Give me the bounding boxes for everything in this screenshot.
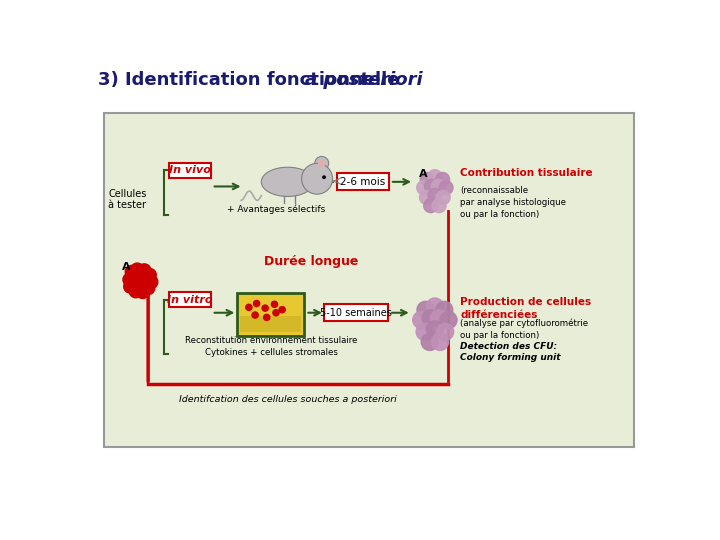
Text: A: A [419, 169, 428, 179]
Ellipse shape [261, 167, 314, 197]
Circle shape [137, 281, 150, 294]
Circle shape [431, 334, 449, 350]
Text: Detection des CFU:: Detection des CFU: [461, 342, 557, 351]
Circle shape [252, 312, 258, 318]
Circle shape [436, 301, 453, 318]
Circle shape [125, 265, 138, 279]
Circle shape [436, 191, 450, 204]
Circle shape [134, 274, 147, 287]
Text: In vitro: In vitro [167, 295, 212, 305]
FancyBboxPatch shape [337, 173, 389, 190]
Text: Reconstitution environnement tissulaire
Cytokines + cellules stromales: Reconstitution environnement tissulaire … [185, 336, 358, 357]
Text: + Avantages sélectifs: + Avantages sélectifs [227, 205, 325, 214]
Circle shape [271, 301, 277, 307]
Text: In vivo: In vivo [169, 165, 211, 176]
Circle shape [421, 334, 438, 350]
Circle shape [431, 310, 448, 327]
Text: Colony forming unit: Colony forming unit [461, 353, 561, 362]
Circle shape [426, 321, 444, 338]
Text: (reconnaissable
par analyse histologique
ou par la fonction): (reconnaissable par analyse histologique… [461, 186, 567, 219]
Circle shape [431, 179, 446, 193]
Text: Durée longue: Durée longue [264, 255, 358, 268]
Circle shape [264, 314, 270, 320]
Text: 2-6 mois: 2-6 mois [340, 177, 385, 187]
Circle shape [436, 172, 449, 186]
Circle shape [439, 181, 453, 194]
Circle shape [440, 312, 457, 328]
Text: Contribution tissulaire: Contribution tissulaire [461, 167, 593, 178]
Circle shape [424, 179, 438, 193]
Circle shape [422, 310, 439, 327]
FancyBboxPatch shape [169, 163, 211, 178]
Circle shape [302, 164, 333, 194]
Text: A: A [122, 262, 131, 272]
Text: Cellules
à tester: Cellules à tester [108, 189, 146, 211]
Circle shape [423, 199, 438, 213]
FancyBboxPatch shape [240, 316, 301, 332]
Circle shape [318, 159, 325, 167]
Text: Identifcation des cellules souches a posteriori: Identifcation des cellules souches a pos… [179, 395, 397, 404]
Circle shape [131, 263, 144, 276]
Circle shape [136, 286, 149, 299]
Circle shape [436, 323, 454, 340]
Circle shape [262, 305, 269, 311]
Circle shape [129, 285, 143, 298]
Text: 3) Identification fonctionnelle: 3) Identification fonctionnelle [98, 71, 405, 89]
Circle shape [413, 312, 430, 328]
Circle shape [123, 273, 136, 286]
FancyBboxPatch shape [324, 304, 387, 321]
FancyBboxPatch shape [238, 293, 304, 336]
Circle shape [130, 279, 143, 292]
Text: 5-10 semaines: 5-10 semaines [320, 308, 392, 318]
Circle shape [420, 172, 434, 186]
Circle shape [420, 191, 433, 204]
Circle shape [246, 304, 252, 310]
Circle shape [428, 170, 442, 184]
Circle shape [145, 275, 158, 288]
Circle shape [124, 280, 137, 293]
Circle shape [279, 307, 285, 313]
Text: a posteriori: a posteriori [305, 71, 423, 89]
Circle shape [322, 176, 326, 179]
Circle shape [253, 300, 260, 307]
Circle shape [315, 157, 329, 170]
Circle shape [417, 181, 431, 194]
FancyBboxPatch shape [169, 292, 211, 307]
FancyBboxPatch shape [104, 112, 634, 448]
Circle shape [426, 298, 444, 315]
Text: (analyse par cytofluorométrie
ou par la fonction): (analyse par cytofluorométrie ou par la … [461, 319, 588, 340]
Circle shape [417, 301, 434, 318]
Circle shape [142, 281, 155, 295]
Circle shape [138, 264, 150, 277]
Circle shape [428, 188, 442, 202]
Circle shape [138, 271, 152, 284]
Circle shape [432, 199, 446, 213]
Circle shape [143, 268, 156, 281]
Circle shape [142, 277, 155, 290]
Circle shape [132, 270, 145, 283]
Circle shape [416, 323, 433, 340]
Text: Production de cellules
différenciées: Production de cellules différenciées [461, 298, 592, 320]
Circle shape [273, 309, 279, 316]
